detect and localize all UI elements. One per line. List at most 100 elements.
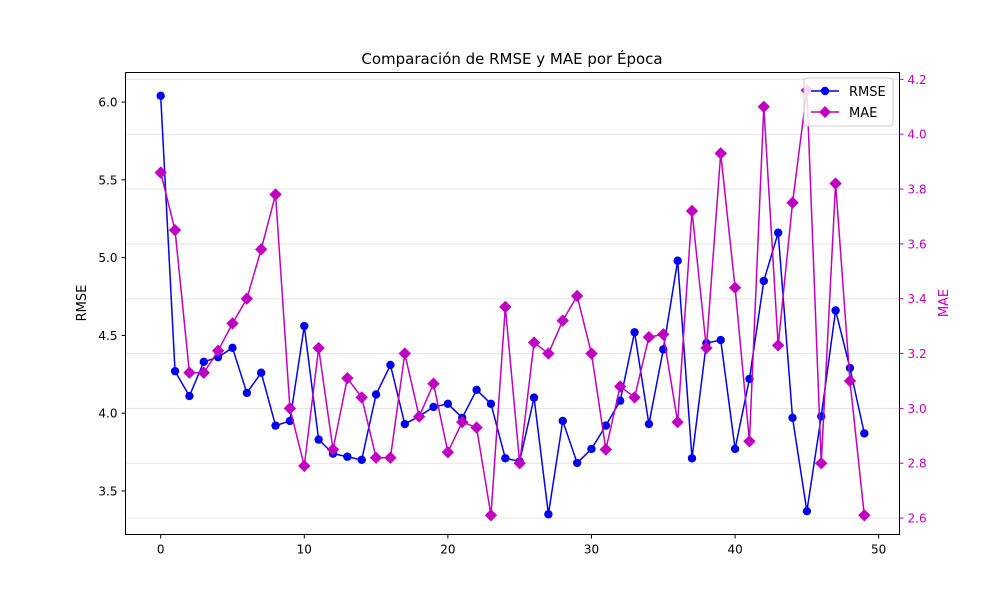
data-point-rmse [400,419,410,429]
plot-frame [125,72,900,535]
data-point-rmse [544,510,553,519]
data-point-rmse [860,429,869,438]
data-point-mae [269,188,282,201]
data-point-rmse [271,421,280,430]
legend: RMSE MAE [803,77,894,127]
x-tick-label: 20 [440,543,455,557]
y2-tick-label: 3.4 [908,292,927,306]
data-point-rmse [759,276,768,286]
data-point-mae [786,196,799,209]
data-point-rmse [257,368,266,377]
data-point-mae [757,100,770,113]
data-point-rmse [529,393,539,402]
data-point-mae [657,328,670,341]
data-point-mae [843,374,857,388]
axes-layer: 0 10 20 30 40 50 3.5 4.0 4.5 5.0 5.5 6.0 2.6 2.8 3.0 3.… [98,73,926,557]
data-point-mae [240,292,254,305]
data-point-mae [815,457,828,470]
y2-tick-label: 3.6 [908,237,927,251]
data-point-mae [441,446,455,459]
data-point-rmse [601,421,611,430]
data-point-rmse [228,343,237,353]
data-point-rmse [730,444,740,454]
data-point-rmse [831,306,840,315]
data-point-rmse [443,399,453,409]
data-point-rmse [300,321,309,331]
data-point-rmse [185,391,194,401]
data-point-rmse [472,385,481,395]
grid-layer [125,78,900,519]
data-point-mae [499,300,512,314]
data-point-mae [771,339,785,352]
data-point-rmse [429,402,438,412]
y2-tick-label: 2.6 [908,512,927,526]
data-point-mae [714,147,727,160]
legend-label-rmse: RMSE [849,85,886,100]
data-point-rmse [242,388,252,398]
data-point-mae [513,457,526,470]
y-tick-label: 4.5 [98,329,117,343]
data-point-mae [326,443,340,456]
data-point-rmse [773,228,783,237]
data-point-mae [599,443,613,456]
data-point-mae [369,451,383,464]
y-axis-label: RMSE [75,285,90,322]
chart-title: Comparación de RMSE y MAE por Época [361,49,662,68]
y2-tick-label: 4.0 [908,128,927,142]
legend-label-mae: MAE [849,106,877,121]
data-point-mae [255,243,268,256]
y2-tick-label: 3.0 [908,402,927,416]
data-point-mae [542,347,555,360]
data-point-mae [355,391,368,404]
data-point-mae [743,435,756,448]
x-tick-label: 30 [584,543,599,557]
data-point-rmse [314,435,323,444]
data-point-mae [154,166,167,179]
data-point-rmse [687,454,697,463]
data-point-rmse [802,506,812,516]
data-point-rmse [343,452,352,461]
y-tick-label: 3.5 [98,484,117,498]
data-point-rmse [716,335,725,345]
data-point-mae [341,372,354,385]
x-tick-label: 50 [871,543,886,557]
data-point-mae [412,410,426,423]
data-point-mae [183,366,196,379]
legend-marker-mae [819,106,831,118]
data-point-mae [298,459,311,473]
data-point-rmse [170,366,180,376]
data-point-mae [226,317,239,330]
data-point-rmse [357,455,366,465]
data-point-mae [283,402,297,415]
y-tick-label: 5.0 [98,251,117,265]
data-point-rmse [386,360,395,370]
y2-axis-label: MAE [937,289,952,317]
data-point-mae [613,380,627,393]
y-tick-label: 5.5 [98,173,117,187]
data-point-mae [700,341,713,355]
data-point-rmse [630,328,639,337]
data-point-rmse [156,91,165,101]
data-point-rmse [788,413,797,423]
data-point-rmse [644,419,654,429]
x-tick-label: 40 [727,543,742,557]
data-point-rmse [501,454,510,463]
series-line-mae [159,89,866,517]
y2-tick-label: 4.2 [908,73,927,87]
data-point-mae [585,347,598,360]
data-point-rmse [558,416,567,426]
y2-tick-label: 2.8 [908,457,927,471]
data-point-mae [211,344,225,357]
data-point-mae [829,177,842,190]
data-point-rmse [572,458,582,468]
data-point-mae [456,415,469,429]
data-point-mae [556,314,569,327]
data-point-mae [671,415,684,429]
data-point-rmse [587,444,596,454]
data-point-mae [384,451,397,464]
data-point-mae [197,366,210,379]
data-point-mae [685,204,699,218]
data-point-mae [570,289,584,303]
y-tick-label: 6.0 [98,96,117,110]
